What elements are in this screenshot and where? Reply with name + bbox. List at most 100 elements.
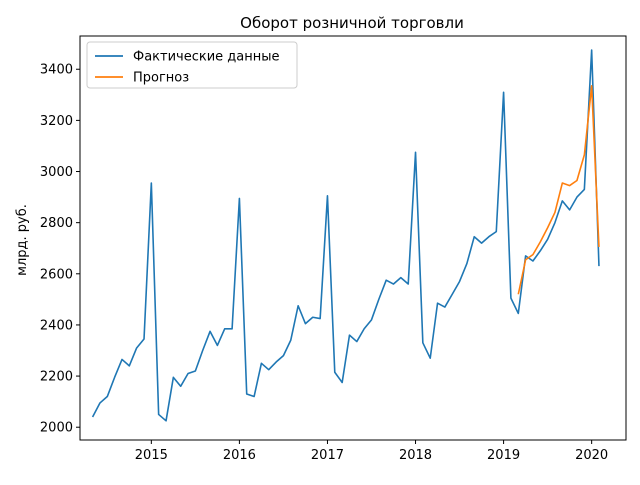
- series-1-point: [297, 304, 300, 307]
- series-1-point: [451, 293, 454, 296]
- series-1-point: [260, 362, 263, 365]
- series-1-point: [583, 188, 586, 191]
- series-1-point: [319, 317, 322, 320]
- series-1-point: [326, 194, 329, 197]
- series-1-point: [121, 358, 124, 361]
- x-tick-label: 2017: [311, 448, 344, 463]
- series-1-point: [385, 279, 388, 282]
- series-line-1: [91, 49, 600, 422]
- series-1-point: [275, 361, 278, 364]
- legend-box: [86, 41, 298, 89]
- x-tick-label: 2020: [575, 448, 608, 463]
- series-1-point: [517, 312, 520, 315]
- series-1-point: [436, 302, 439, 305]
- series-1-point: [128, 364, 131, 367]
- series-1-point: [165, 419, 168, 422]
- series-1-point: [187, 372, 190, 375]
- chart-title: Оборот розничной торговли: [240, 14, 464, 32]
- series-1-point: [487, 235, 490, 238]
- y-tick-label: 2600: [40, 267, 73, 282]
- series-1-point: [245, 392, 248, 395]
- series-1-point: [333, 371, 336, 374]
- series-1-point: [223, 327, 226, 330]
- series-2-point: [597, 245, 600, 248]
- series-1-point: [253, 395, 256, 398]
- x-tick-label: 2016: [223, 448, 256, 463]
- series-1-point: [458, 280, 461, 283]
- legend-label-2: Прогноз: [133, 71, 189, 86]
- series-1-point: [231, 327, 234, 330]
- axes-frame: [79, 35, 627, 441]
- legend-label-1: Фактические данные: [133, 50, 280, 65]
- series-2-point: [568, 184, 571, 187]
- series-2-point: [583, 153, 586, 156]
- series-1-point: [509, 297, 512, 300]
- series-2-point: [517, 293, 520, 296]
- series-1-point: [407, 283, 410, 286]
- series-1-point: [443, 306, 446, 309]
- series-2-point: [524, 258, 527, 261]
- series-2-point: [539, 240, 542, 243]
- x-tick-label: 2019: [487, 448, 520, 463]
- series-1-point: [575, 196, 578, 199]
- series-1-point: [238, 197, 241, 200]
- series-1-point: [502, 91, 505, 94]
- series-2-point: [575, 179, 578, 182]
- series-1-point: [311, 316, 314, 319]
- series-1-point: [597, 265, 600, 268]
- series-1-point: [106, 395, 109, 398]
- plot-area: [91, 49, 600, 422]
- series-1-point: [150, 182, 153, 185]
- y-tick-label: 3000: [40, 165, 73, 180]
- series-1-point: [209, 330, 212, 333]
- series-1-point: [377, 298, 380, 301]
- series-1-point: [91, 415, 94, 418]
- y-tick-label: 2800: [40, 216, 73, 231]
- series-line-2: [517, 85, 600, 295]
- series-1-point: [98, 401, 101, 404]
- series-1-point: [179, 385, 182, 388]
- legend: Фактические данные Прогноз: [86, 41, 298, 89]
- series-1-point: [429, 357, 432, 360]
- series-1-point: [194, 369, 197, 372]
- series-1-point: [201, 349, 204, 352]
- series-1-point: [561, 199, 564, 202]
- series-1-point: [172, 376, 175, 379]
- series-1-point: [304, 322, 307, 325]
- y-tick-label: 2000: [40, 421, 73, 436]
- series-2-point: [553, 211, 556, 214]
- y-axis-label: млрд. руб.: [15, 204, 30, 276]
- series-1-point: [568, 208, 571, 211]
- series-1-point: [113, 376, 116, 379]
- series-1-point: [465, 262, 468, 265]
- series-1-point: [267, 368, 270, 371]
- series-1-point: [135, 346, 138, 349]
- series-1-point: [546, 238, 549, 241]
- series-1-point: [363, 327, 366, 330]
- x-tick-label: 2015: [135, 448, 168, 463]
- series-1-point: [143, 338, 146, 341]
- x-tick-label: 2018: [399, 448, 432, 463]
- series-1-point: [473, 235, 476, 238]
- series-1-point: [399, 276, 402, 279]
- series-1-point: [495, 230, 498, 233]
- series-1-point: [414, 151, 417, 154]
- series-1-point: [531, 260, 534, 263]
- series-2-point: [531, 253, 534, 256]
- series-1-point: [348, 334, 351, 337]
- series-2-point: [590, 84, 593, 87]
- y-tick-label: 2400: [40, 318, 73, 333]
- series-2-point: [561, 182, 564, 185]
- series-1-point: [157, 413, 160, 416]
- series-1-point: [590, 49, 593, 52]
- y-tick-label: 3400: [40, 63, 73, 78]
- series-1-point: [370, 318, 373, 321]
- y-tick-label: 3200: [40, 114, 73, 129]
- series-1-point: [539, 249, 542, 252]
- series-1-point: [282, 354, 285, 357]
- series-1-point: [289, 339, 292, 342]
- y-tick-label: 2200: [40, 370, 73, 385]
- series-1-point: [480, 242, 483, 245]
